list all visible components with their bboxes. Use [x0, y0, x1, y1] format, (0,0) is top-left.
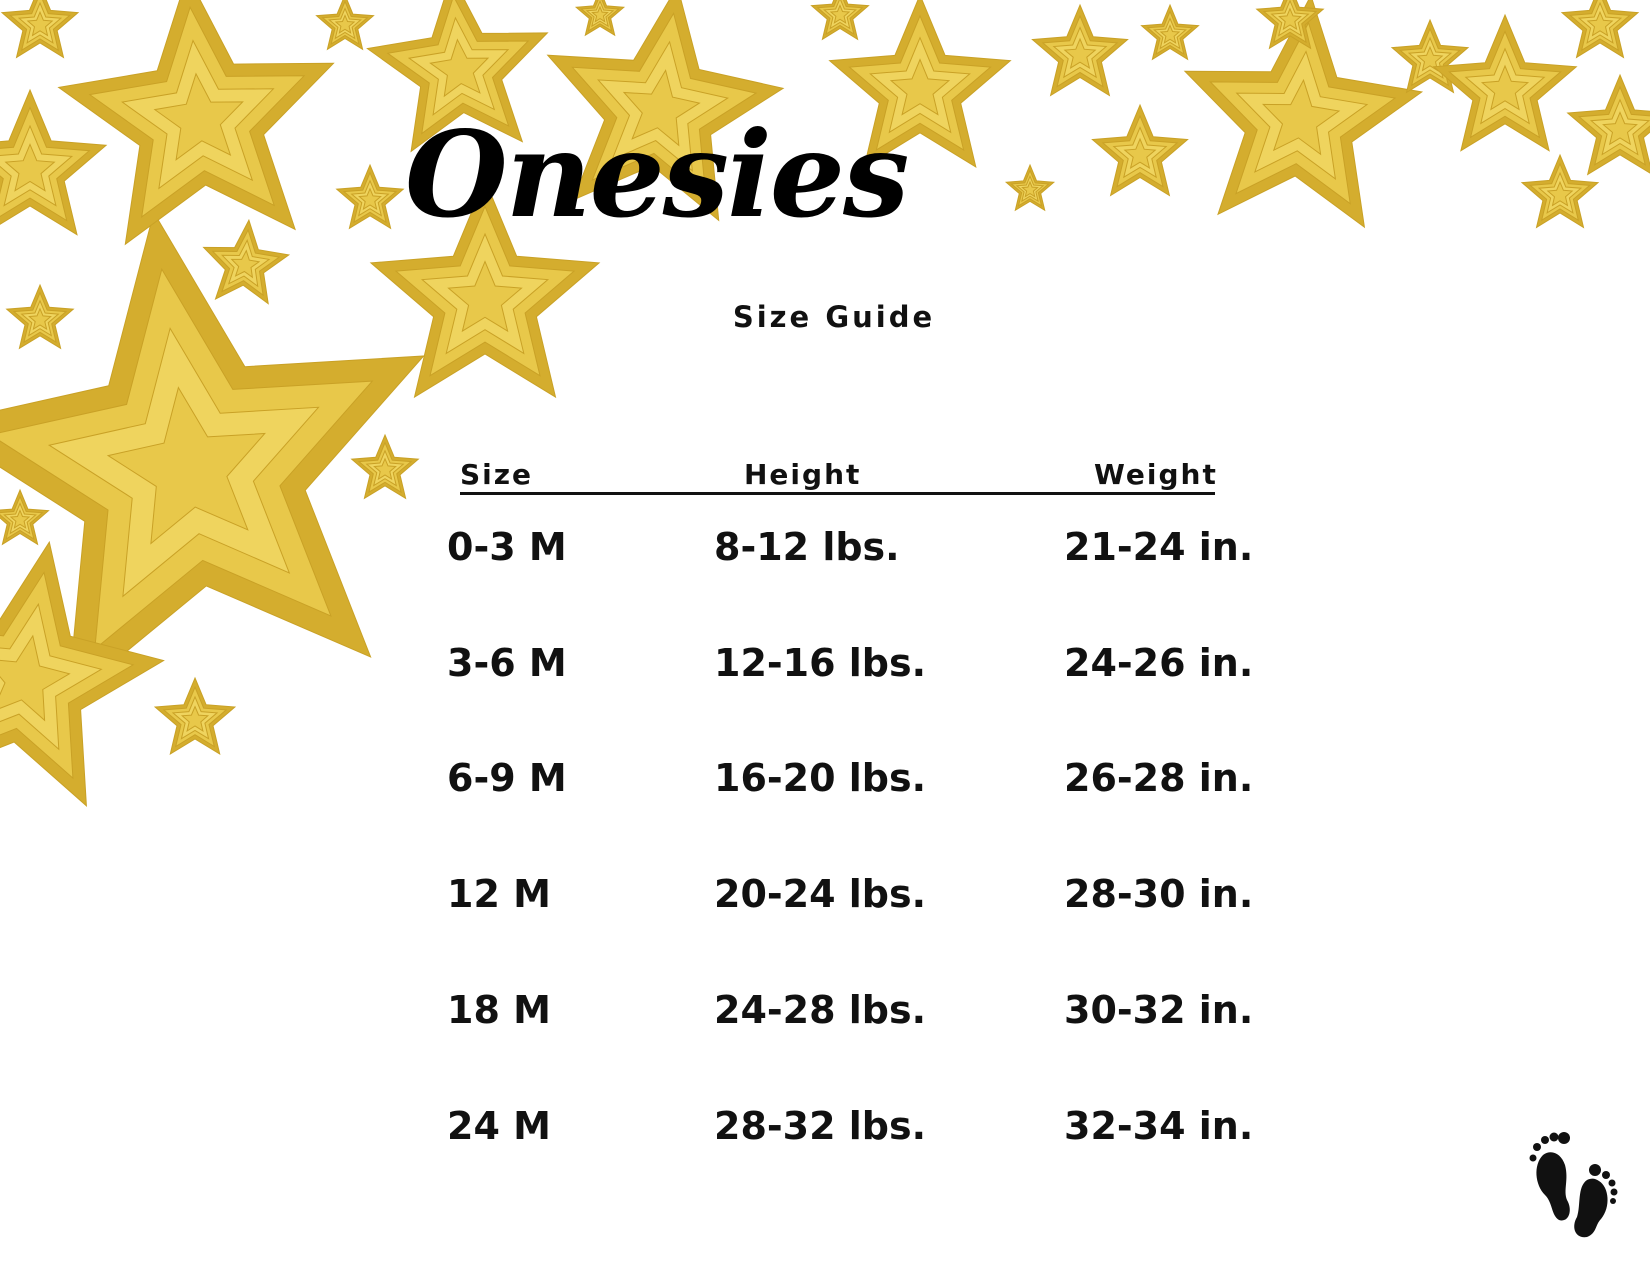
header-height: Height — [744, 458, 862, 491]
gold-star-icon — [1004, 163, 1056, 212]
gold-star-icon — [1140, 3, 1200, 61]
gold-star-icon — [0, 211, 425, 701]
baby-footprints-icon — [1529, 1132, 1618, 1238]
gold-star-icon — [0, 488, 50, 546]
gold-star-icon — [1560, 0, 1640, 59]
cell-weight: 32-34 in. — [1064, 1104, 1254, 1148]
cell-weight: 21-24 in. — [1064, 525, 1254, 569]
gold-star-icon — [0, 540, 165, 807]
gold-star-icon — [1432, 13, 1578, 152]
cell-size: 0-3 M — [447, 525, 567, 569]
gold-star-icon — [810, 0, 870, 41]
gold-star-icon — [1520, 153, 1600, 229]
cell-size: 3-6 M — [447, 641, 567, 685]
gold-star-icon — [1183, 0, 1424, 229]
cell-weight: 24-26 in. — [1064, 641, 1254, 685]
gold-star-icon — [57, 0, 335, 246]
gold-star-icon — [828, 0, 1012, 168]
cell-height: 12-16 lbs. — [714, 641, 927, 685]
cell-weight: 30-32 in. — [1064, 988, 1254, 1032]
cell-size: 18 M — [447, 988, 551, 1032]
gold-star-icon — [1255, 0, 1325, 50]
gold-star-icon — [366, 0, 549, 153]
cell-height: 28-32 lbs. — [714, 1104, 927, 1148]
cell-height: 24-28 lbs. — [714, 988, 927, 1032]
page-subtitle: Size Guide — [732, 300, 936, 334]
cell-size: 24 M — [447, 1104, 551, 1148]
gold-star-icon — [369, 178, 601, 399]
gold-star-icon — [153, 676, 237, 756]
gold-star-icon — [5, 283, 75, 350]
gold-star-icon — [1031, 3, 1129, 97]
gold-star-icon — [350, 433, 420, 500]
header-weight: Weight — [1094, 458, 1218, 491]
header-size: Size — [460, 458, 534, 491]
gold-star-icon — [315, 0, 375, 51]
gold-star-icon — [546, 0, 785, 222]
cell-size: 6-9 M — [447, 756, 567, 800]
cell-size: 12 M — [447, 872, 551, 916]
gold-star-icon — [1091, 103, 1189, 197]
cell-weight: 26-28 in. — [1064, 756, 1254, 800]
gold-star-icon — [574, 0, 626, 37]
gold-star-icon — [1566, 73, 1650, 176]
gold-star-icon — [202, 218, 291, 305]
cell-weight: 28-30 in. — [1064, 872, 1254, 916]
page-title: Onesies — [405, 105, 909, 244]
gold-star-icon — [0, 88, 108, 236]
gold-star-icon — [335, 163, 405, 230]
cell-height: 8-12 lbs. — [714, 525, 900, 569]
table-header: Size Height Weight — [460, 458, 1218, 495]
cell-height: 20-24 lbs. — [714, 872, 927, 916]
cell-height: 16-20 lbs. — [714, 756, 927, 800]
gold-star-icon — [0, 0, 80, 59]
